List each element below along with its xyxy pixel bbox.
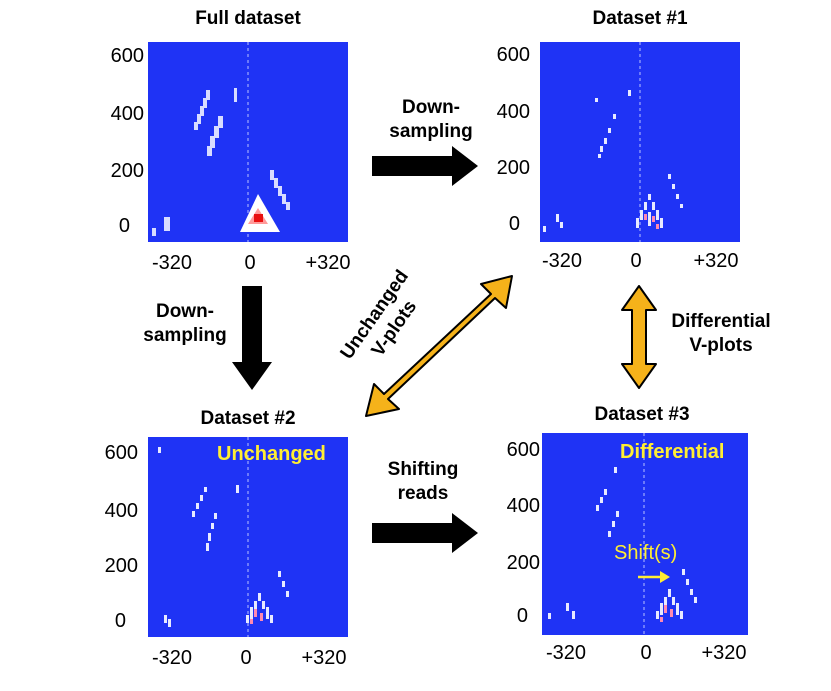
vplot-d1-canvas [543,42,683,242]
arrow-unchanged-vplots [365,275,513,417]
vplot-d3 [542,433,748,635]
ytick-d3-400: 400 [506,495,540,517]
arrow-label-left: Down- sampling [130,300,240,348]
ytick-d2-0: 0 [114,610,126,632]
panel-title-d1: Dataset #1 [592,8,688,29]
xtick-d1-neg: -320 [541,250,583,272]
arrow-label-left-line1: Down- [155,301,215,322]
xtick-d1-zero: 0 [630,250,642,272]
ytick-full-200: 200 [110,160,144,182]
ytick-full-0: 0 [118,215,130,237]
ytick-d1-400: 400 [496,101,530,123]
xtick-full-pos: +320 [305,252,351,274]
arrow-label-left-line2: sampling [143,325,227,346]
arrow-label-right: Differential V-plots [656,310,786,358]
arrow-label-bottom: Shifting reads [368,458,478,506]
xtick-d3-zero: 0 [640,642,652,664]
vplot-d2-canvas [158,437,289,637]
ytick-d3-200: 200 [506,552,540,574]
vplot-d3-canvas [548,433,697,635]
overlay-label-unchanged: Unchanged [217,443,326,465]
xtick-d2-zero: 0 [240,647,252,669]
arrow-label-top-line2: sampling [389,121,473,142]
ytick-d3-0: 0 [516,605,528,627]
xtick-full-neg: -320 [151,252,193,274]
vplot-d2 [148,437,348,637]
panel-title-full: Full dataset [195,8,301,29]
ytick-full-600: 600 [110,45,144,67]
ytick-d1-600: 600 [496,44,530,66]
ytick-d1-200: 200 [496,157,530,179]
shift-label: Shift(s) [614,542,678,564]
arrow-label-bottom-line1: Shifting [387,459,459,480]
vplot-full [148,42,348,242]
xtick-d1-pos: +320 [693,250,739,272]
arrow-shifting-reads [372,513,478,553]
ytick-d3-600: 600 [506,439,540,461]
ytick-d2-400: 400 [104,500,138,522]
xtick-d3-pos: +320 [701,642,747,664]
arrow-label-right-line1: Differential [671,311,771,332]
xtick-d3-neg: -320 [545,642,587,664]
xtick-d2-pos: +320 [301,647,347,669]
arrow-downsampling-right [372,146,478,186]
ytick-d1-0: 0 [508,213,520,235]
vplot-d1 [540,42,740,242]
vplot-full-canvas [152,42,290,242]
arrow-downsampling-down [232,286,272,390]
panel-title-d3: Dataset #3 [594,404,690,425]
arrow-label-bottom-line2: reads [397,483,449,504]
arrow-label-top-line1: Down- [401,97,461,118]
arrow-label-right-line2: V-plots [689,335,753,356]
panel-title-d2: Dataset #2 [200,408,296,429]
arrow-label-top: Down- sampling [376,96,486,144]
ytick-d2-600: 600 [104,442,138,464]
ytick-full-400: 400 [110,103,144,125]
arrow-differential-vplots [621,285,657,389]
ytick-d2-200: 200 [104,555,138,577]
xtick-d2-neg: -320 [151,647,193,669]
xtick-full-zero: 0 [244,252,256,274]
overlay-label-differential: Differential [620,441,725,463]
